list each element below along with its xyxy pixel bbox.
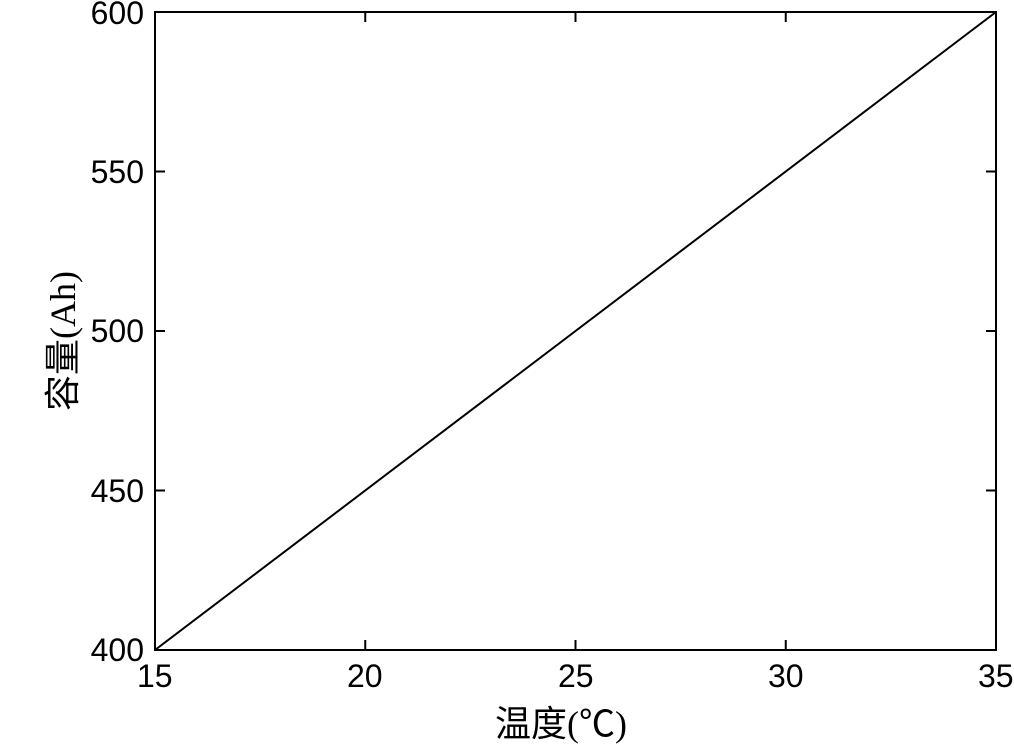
x-tick-label: 30: [768, 658, 804, 695]
y-tick-label: 450: [91, 473, 144, 510]
x-tick-label: 15: [137, 658, 173, 695]
y-tick-label: 550: [91, 154, 144, 191]
chart-svg: [0, 0, 1014, 744]
x-tick-label: 25: [558, 658, 594, 695]
y-tick-label: 400: [91, 632, 144, 669]
x-tick-label: 35: [978, 658, 1014, 695]
y-axis-label: 容量(Ah): [34, 241, 86, 441]
y-tick-label: 500: [91, 313, 144, 350]
y-tick-label: 600: [91, 0, 144, 32]
x-axis-label: 温度(℃): [495, 695, 627, 747]
chart-container: 容量(Ah) 温度(℃) 400 450 500 550 600 15 20 2…: [0, 0, 1014, 744]
x-tick-label: 20: [347, 658, 383, 695]
